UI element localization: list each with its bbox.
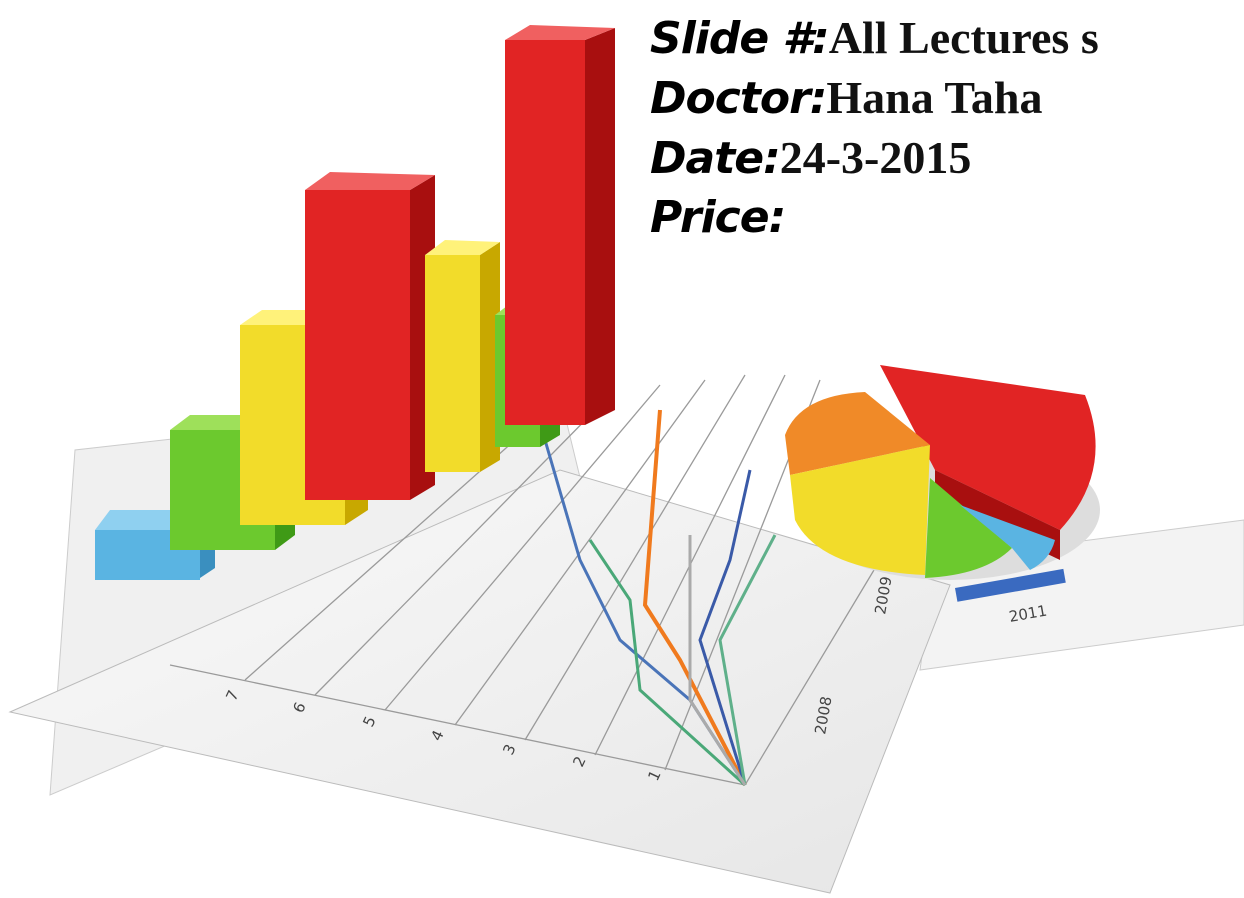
header-row: Price: [650, 188, 1244, 248]
field-value: Hana Taha [826, 72, 1042, 123]
field-label: Doctor: [650, 73, 826, 124]
header-row: Date:24-3-2015 [650, 128, 1244, 188]
field-label: Date: [650, 133, 780, 184]
field-label: Price: [650, 192, 785, 243]
field-label: Slide #: [650, 13, 829, 64]
field-value: 24-3-2015 [780, 132, 972, 183]
field-value: All Lectures s [829, 12, 1099, 63]
header-row: Slide #:All Lectures s [650, 8, 1244, 68]
header-row: Doctor:Hana Taha [650, 68, 1244, 128]
page: 7654321 200820092011 Slide #:All Lecture… [0, 0, 1244, 898]
